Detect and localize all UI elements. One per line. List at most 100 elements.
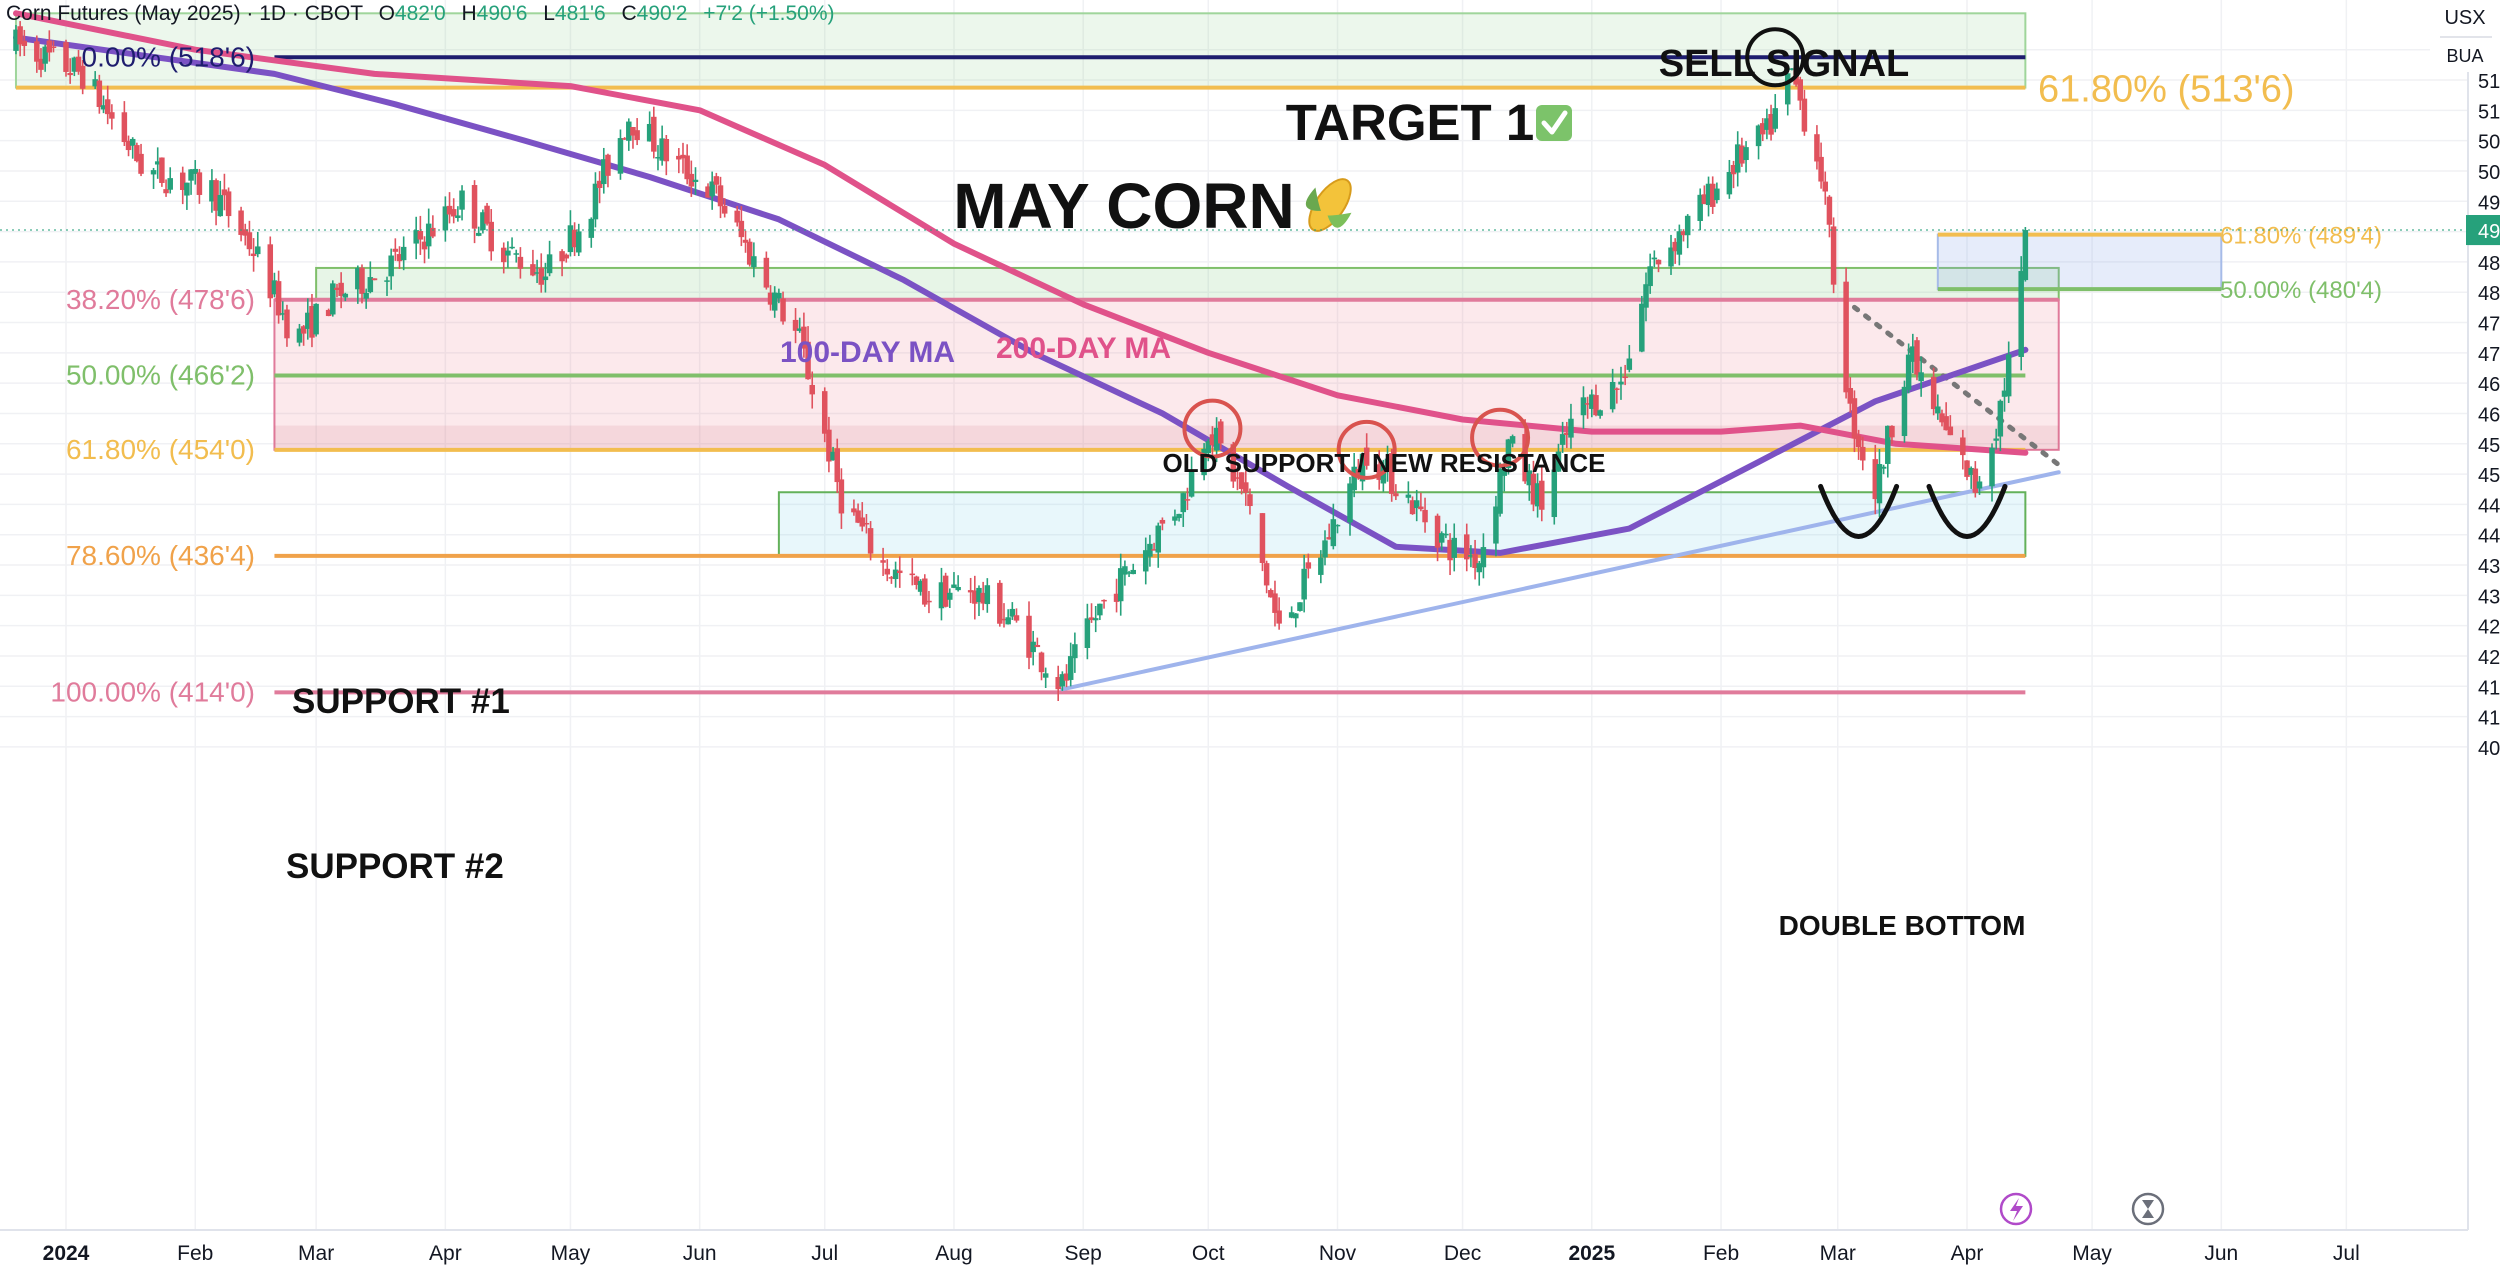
fib-label: 61.80% (454'0) [66,434,255,465]
candle-body [417,231,424,240]
candle-body [1447,539,1453,561]
candle-body [892,569,899,580]
y-tick-label: 475'0 [2478,314,2500,336]
y-tick-label: 465'0 [2478,374,2500,396]
x-tick-label: Jun [2204,1242,2238,1265]
candle-body [1218,421,1224,444]
trendlines [1060,304,2066,692]
candle-body [601,159,607,185]
candle [238,206,244,242]
candle [400,236,407,271]
candle [792,308,799,344]
candle [1885,425,1891,478]
candle [1172,509,1178,526]
candle [646,111,653,142]
candle-body [1801,98,1808,132]
candle-body [1155,525,1161,553]
candle-body [1097,603,1103,616]
candle-body [1989,447,1995,487]
candle-body [359,267,365,294]
candle [1130,563,1136,575]
candle-body [309,306,315,338]
candle-body [1147,543,1153,557]
candle-body [1709,183,1716,207]
candle-body [1743,147,1749,161]
candle [1697,188,1703,231]
candle [1176,513,1182,522]
candle [571,222,578,257]
candle-body [1885,425,1891,464]
candle-body [1843,281,1849,393]
x-tick-label: May [551,1242,591,1265]
candle [417,215,424,255]
candle [125,135,132,157]
candle-body [271,280,278,295]
candle [1972,461,1979,498]
candle-body [1330,519,1337,547]
candle [751,242,757,278]
candle-body [1872,459,1879,500]
candle [1943,402,1949,431]
candle-body [1597,410,1603,416]
candle-body [651,116,657,152]
y-tick-label: 440'0 [2478,526,2500,548]
candle-body [1213,427,1220,451]
hourglass-icon-glass [2142,1200,2154,1218]
candle-body [1972,468,1979,493]
candle [2018,256,2024,371]
candle [830,446,836,461]
candle-body [242,229,249,236]
candle-body [1814,134,1820,162]
candle [330,280,336,317]
candle [1964,460,1970,481]
candle-body [922,578,928,605]
candle [1939,409,1945,427]
candle-body [1493,506,1499,544]
candle [505,241,511,268]
candle [488,209,494,261]
candle-body [325,309,332,317]
candle-body [951,584,957,588]
candle-body [855,510,861,523]
candle [421,236,428,264]
candle-body [1684,215,1691,236]
candle-body [1234,477,1241,479]
candle-body [559,251,565,262]
candle-body [213,180,219,211]
candle [1509,434,1516,448]
candle-body [1405,494,1412,498]
candle-body [1551,469,1558,518]
double-bottom-arc [1926,483,2008,539]
candle-body [305,312,311,329]
candle [271,272,278,298]
x-tick-label: Feb [1703,1242,1739,1265]
y-tick-label: 495'0 [2478,192,2500,214]
candle-body [71,57,78,72]
unit-label: BUA [2446,46,2483,66]
candle [446,192,453,224]
candle-body [1205,441,1212,454]
candle-body [688,173,695,187]
candle [1480,533,1487,579]
candle [2001,378,2008,412]
candle-body [1088,617,1095,621]
candle-body [1359,453,1366,482]
candle-body [104,99,111,115]
candle-body [834,448,840,483]
candle [1743,141,1749,173]
candle [1609,368,1616,413]
candle [1180,492,1187,527]
candle-body [367,277,374,293]
candle-body [713,176,720,185]
candle [275,270,282,324]
candle [897,556,903,588]
candle-body [1826,196,1833,225]
candle [13,25,19,55]
candle [1234,466,1241,491]
candle [363,288,369,309]
candle-body [1930,376,1937,410]
candle-body [1818,156,1824,182]
candle-body [1626,358,1633,370]
candle-body [513,253,519,255]
